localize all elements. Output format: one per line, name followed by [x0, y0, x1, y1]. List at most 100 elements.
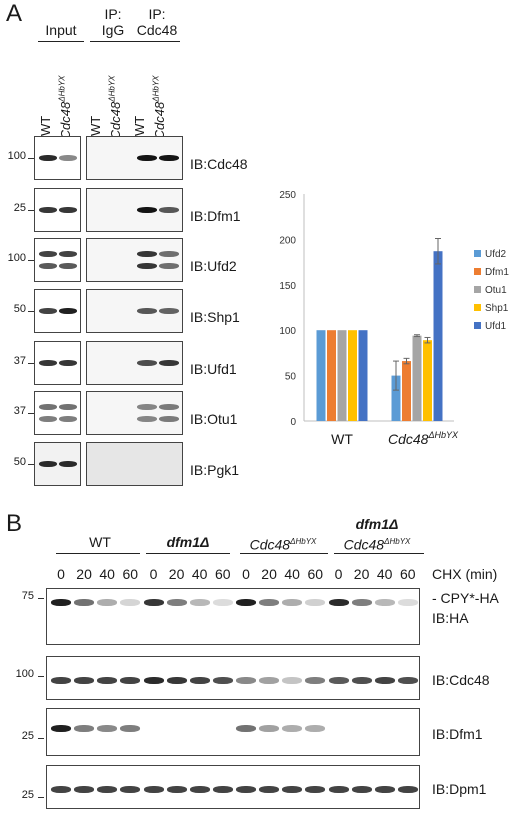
x-category-wt: WT [331, 431, 353, 447]
band [236, 599, 256, 606]
bar-chart: 0 50 100 150 200 250 WT Cdc48ΔHbYX Ufd2 Dfm1 Otu1 S… [279, 190, 509, 447]
mw-marker: 75 [21, 590, 34, 602]
header-input-underline [38, 41, 84, 42]
blot-input [34, 289, 81, 333]
mw-marker: 50 [13, 456, 26, 468]
header-igg-underline [90, 41, 136, 42]
group-label-double-2: Cdc48ΔHbYX [343, 536, 411, 553]
band [236, 786, 256, 793]
blot-input [34, 136, 81, 180]
legend-swatch [474, 268, 481, 275]
bar-otu1-0 [337, 330, 347, 421]
band [51, 677, 71, 684]
ib-label: IB:Dfm1 [432, 726, 483, 742]
band [74, 725, 95, 732]
band [212, 599, 233, 606]
band [159, 207, 179, 213]
legend-label: Ufd1 [485, 321, 507, 332]
ib-label: IB:Otu1 [190, 411, 238, 427]
timepoint-label: 60 [215, 566, 231, 582]
mw-tick [38, 676, 44, 677]
band [259, 786, 280, 793]
band [39, 416, 57, 422]
band [143, 786, 164, 793]
mw-tick [38, 797, 44, 798]
ib-label: IB:Cdc48 [190, 156, 248, 172]
timepoint-label: 0 [149, 566, 158, 582]
band [137, 416, 157, 422]
band [282, 599, 303, 606]
bar-ufd2-0 [316, 330, 326, 421]
lane-label-input-mut: Cdc48ΔHbYX [57, 75, 73, 140]
band [159, 251, 179, 257]
group-label-double-1: dfm1Δ [355, 516, 399, 532]
blot-ip [86, 136, 183, 180]
band [97, 786, 118, 793]
timepoint-label: 60 [122, 566, 139, 582]
y-tick-label: 200 [279, 235, 296, 246]
bar-shp1-0 [348, 330, 357, 421]
band [39, 404, 57, 410]
legend-label: Otu1 [485, 285, 507, 296]
band [39, 308, 57, 314]
ib-label: IB:Dpm1 [432, 781, 487, 797]
header-cdc48-underline [134, 41, 180, 42]
band [74, 786, 95, 793]
mw-tick [28, 363, 34, 364]
timepoint-label: 0 [242, 566, 250, 582]
blot-b-0 [46, 588, 420, 645]
band [212, 677, 233, 684]
blot-input [34, 341, 81, 385]
mw-tick [38, 738, 44, 739]
mw-tick [28, 210, 34, 211]
legend-label: Shp1 [485, 303, 509, 314]
blot-ip [86, 341, 183, 385]
band [59, 263, 77, 269]
timepoint-label: 20 [353, 566, 370, 582]
band [397, 677, 418, 684]
blot-input [34, 442, 81, 486]
lane-label-cdc-wt: WT [132, 115, 147, 136]
bar-otu1-1 [412, 335, 422, 421]
band [189, 786, 210, 793]
band [374, 677, 395, 684]
timepoint-label: 20 [76, 566, 92, 582]
ib-label: IB:Shp1 [190, 309, 240, 325]
blot-input [34, 391, 81, 435]
bar-dfm1-0 [327, 330, 336, 421]
band [39, 155, 57, 161]
timepoint-label: 0 [334, 566, 343, 582]
y-tick-label: 150 [279, 281, 296, 292]
group-label-wt: WT [89, 534, 111, 550]
band [305, 677, 326, 684]
band [137, 308, 157, 314]
band [120, 786, 141, 793]
band [74, 677, 95, 684]
timepoint-label: 0 [57, 566, 65, 582]
band [97, 677, 118, 684]
band [59, 308, 77, 314]
band [159, 360, 179, 366]
band [51, 786, 71, 793]
band [137, 251, 157, 257]
ib-label: IB:Ufd1 [190, 361, 237, 377]
band [159, 308, 179, 314]
mw-marker: 100 [7, 150, 26, 162]
bar-ufd1-1 [433, 251, 443, 421]
band [39, 207, 57, 213]
legend-swatch [474, 286, 481, 293]
timepoint-label: 60 [307, 566, 324, 582]
band [159, 404, 179, 410]
legend-label: Ufd2 [485, 249, 507, 260]
band [305, 599, 326, 606]
legend-swatch [474, 304, 481, 311]
band [282, 786, 303, 793]
band [120, 677, 141, 684]
band [97, 725, 118, 732]
band [328, 786, 349, 793]
y-tick-label: 100 [279, 326, 296, 337]
group-underline-double [334, 553, 424, 554]
band [143, 599, 164, 606]
band [328, 599, 349, 606]
band [351, 599, 372, 606]
